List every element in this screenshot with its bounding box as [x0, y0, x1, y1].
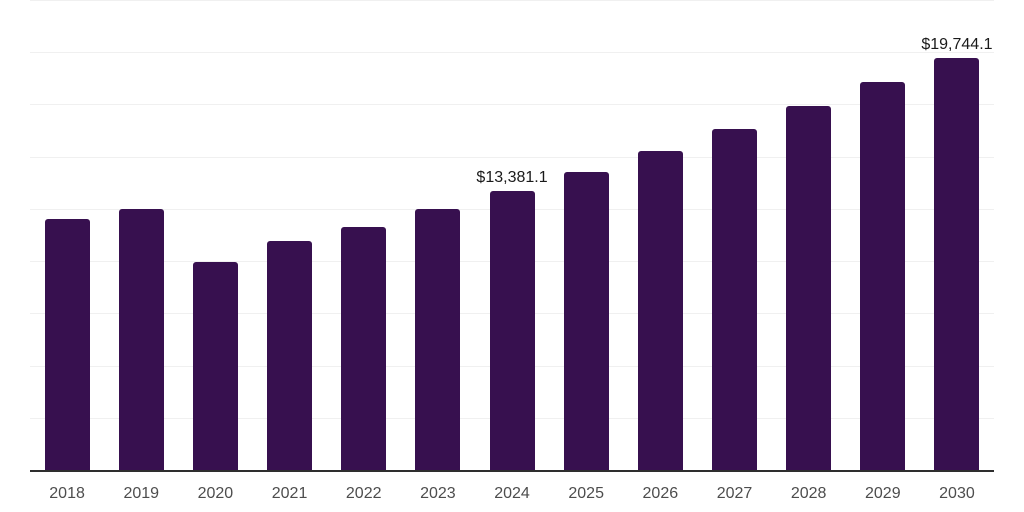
x-tick-label-2020: 2020 — [197, 485, 234, 502]
bar-2030[interactable] — [934, 57, 980, 470]
x-tick-label-2028: 2028 — [790, 485, 827, 502]
bars-container: $13,381.1 $19,744.1 — [30, 0, 994, 470]
bar-2019[interactable] — [118, 209, 164, 470]
x-tick-label-2022: 2022 — [345, 485, 382, 502]
bar-slot-2022 — [327, 227, 401, 470]
bar-2020[interactable] — [192, 261, 238, 470]
bar-slot-2024: $13,381.1 — [475, 169, 549, 470]
bar-2021[interactable] — [267, 241, 313, 470]
bar-slot-2018 — [30, 218, 104, 470]
x-tick-label-2018: 2018 — [49, 485, 85, 502]
x-tick-label-2024: 2024 — [494, 485, 530, 502]
data-label-2030: $19,744.1 — [921, 35, 993, 53]
x-tick-label-2030: 2030 — [939, 485, 975, 502]
bar-2026[interactable] — [637, 151, 683, 470]
bar-slot-2028 — [772, 106, 846, 470]
bar-slot-2026 — [623, 151, 697, 470]
bar-slot-2021 — [252, 241, 326, 470]
bar-2025[interactable] — [563, 172, 609, 470]
plot-area: $13,381.1 $19,744.1 — [30, 0, 994, 472]
data-label-2024: $13,381.1 — [476, 168, 548, 186]
bar-2024[interactable] — [489, 190, 535, 470]
x-tick-label-2021: 2021 — [271, 485, 308, 502]
gridline — [30, 52, 994, 54]
bar-2028[interactable] — [786, 106, 832, 470]
gridline — [30, 104, 994, 106]
bar-slot-2027 — [697, 129, 771, 470]
x-tick-label-2019: 2019 — [123, 485, 160, 502]
bar-2023[interactable] — [415, 209, 461, 470]
x-axis-tick-labels: 2018 2019 2020 2021 2022 2023 2024 2025 2026 2027… — [30, 484, 994, 503]
bar-2029[interactable] — [860, 82, 906, 470]
bar-slot-2029 — [846, 82, 920, 470]
bar-2027[interactable] — [711, 129, 757, 470]
bar-slot-2020 — [178, 261, 252, 470]
bar-2022[interactable] — [341, 227, 387, 470]
x-tick-label-2029: 2029 — [865, 485, 901, 502]
bar-slot-2019 — [104, 209, 178, 470]
x-tick-label-2027: 2027 — [716, 485, 753, 502]
bar-slot-2030: $19,744.1 — [920, 36, 994, 470]
gridline — [30, 0, 994, 1]
gridline — [30, 156, 994, 158]
x-axis-line — [30, 470, 994, 472]
x-tick-label-2025: 2025 — [568, 485, 604, 502]
x-tick-label-2026: 2026 — [642, 485, 679, 502]
x-tick-label-2023: 2023 — [420, 485, 456, 502]
bar-slot-2023 — [401, 209, 475, 470]
bar-2018[interactable] — [44, 218, 90, 470]
bar-slot-2025 — [549, 172, 623, 470]
